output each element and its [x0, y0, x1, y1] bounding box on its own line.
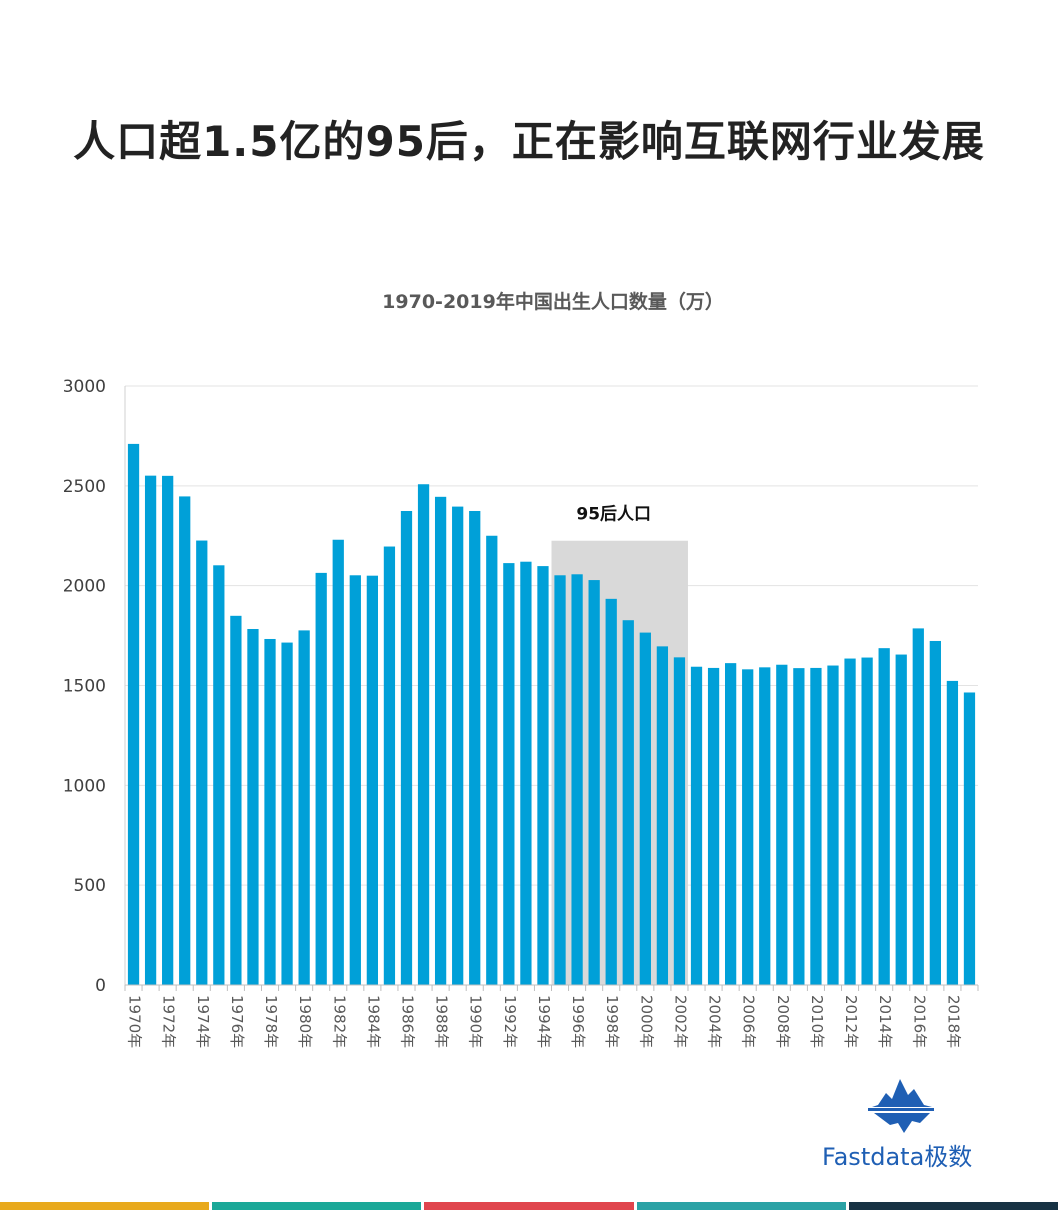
- bar-2005年: [725, 663, 737, 985]
- bar-1997年: [588, 580, 600, 985]
- bar-1980年: [298, 630, 310, 985]
- bar-1993年: [520, 561, 532, 985]
- x-tick-label: 1974年: [194, 995, 212, 1048]
- bar-1994年: [537, 566, 549, 985]
- x-tick-label: 1994年: [535, 995, 553, 1048]
- bar-1972年: [162, 475, 174, 985]
- bar-1989年: [452, 506, 464, 985]
- bar-2016年: [912, 628, 924, 985]
- bar-1981年: [315, 572, 327, 985]
- bar-1977年: [247, 628, 259, 985]
- bar-2014年: [878, 648, 890, 985]
- footer-color-segment: [848, 1202, 1058, 1210]
- bar-2011年: [827, 665, 839, 985]
- x-tick-label: 2012年: [842, 995, 860, 1048]
- bar-2000年: [639, 632, 651, 985]
- bar-1996年: [571, 574, 583, 985]
- bar-2013年: [861, 657, 873, 985]
- bar-2004年: [707, 667, 720, 985]
- y-tick-label: 1000: [63, 776, 106, 796]
- x-tick-label: 1970年: [126, 995, 144, 1048]
- bar-2002年: [673, 657, 686, 985]
- y-tick-label: 2000: [63, 577, 106, 597]
- bar-1992年: [503, 563, 515, 985]
- bar-1979年: [281, 642, 293, 985]
- bar-1982年: [332, 539, 344, 985]
- x-tick-label: 1982年: [330, 995, 348, 1048]
- bar-1973年: [179, 496, 191, 985]
- x-tick-label: 2006年: [740, 995, 758, 1048]
- x-tick-label: 1980年: [296, 995, 314, 1048]
- y-tick-label: 2500: [63, 477, 106, 497]
- bar-2010年: [810, 667, 822, 985]
- bar-2019年: [963, 692, 976, 985]
- bar-1970年: [127, 443, 140, 985]
- x-tick-label: 1984年: [364, 995, 382, 1048]
- x-tick-label: 2004年: [706, 995, 724, 1048]
- bar-2008年: [776, 664, 788, 985]
- footer-color-bar: [0, 1202, 1058, 1210]
- x-tick-label: 1996年: [569, 995, 587, 1048]
- page-headline: 人口超1.5亿的95后，正在影响互联网行业发展: [73, 117, 985, 166]
- bar-2007年: [759, 667, 771, 985]
- x-tick-label: 2016年: [910, 995, 928, 1048]
- bar-1986年: [400, 510, 413, 985]
- y-tick-label: 500: [74, 876, 106, 896]
- footer-color-segment: [0, 1202, 210, 1210]
- bar-1991年: [486, 535, 498, 985]
- bar-1998年: [605, 598, 617, 985]
- bar-2012年: [844, 658, 856, 985]
- bar-2003年: [690, 666, 703, 985]
- bar-1983年: [349, 575, 361, 985]
- chart-title: 1970-2019年中国出生人口数量（万）: [382, 290, 724, 313]
- y-tick-label: 0: [95, 976, 106, 996]
- bar-2001年: [656, 646, 669, 985]
- bar-1985年: [383, 546, 396, 985]
- footer-color-segment: [424, 1202, 634, 1210]
- x-tick-label: 1988年: [433, 995, 451, 1048]
- bar-1988年: [434, 496, 447, 985]
- x-tick-label: 1986年: [398, 995, 416, 1048]
- x-tick-label: 1992年: [501, 995, 519, 1048]
- bar-1975年: [213, 565, 225, 985]
- bar-1974年: [196, 540, 208, 985]
- x-tick-label: 1990年: [467, 995, 485, 1048]
- x-tick-label: 2002年: [671, 995, 689, 1048]
- x-tick-label: 1998年: [603, 995, 621, 1048]
- x-tick-label: 2014年: [876, 995, 894, 1048]
- bar-1999年: [622, 620, 634, 985]
- footer-color-segment: [636, 1202, 846, 1210]
- bar-1978年: [264, 638, 276, 985]
- x-tick-label: 1976年: [228, 995, 246, 1048]
- footer-color-segment: [212, 1202, 422, 1210]
- highlight-label: 95后人口: [576, 505, 651, 525]
- bar-2018年: [946, 680, 959, 985]
- x-tick-label: 1978年: [262, 995, 280, 1048]
- y-tick-label: 3000: [63, 377, 106, 397]
- y-tick-label: 1500: [63, 677, 106, 697]
- bar-2015年: [895, 654, 907, 985]
- bar-2009年: [793, 668, 805, 985]
- brand-name: Fastdata极数: [822, 1143, 973, 1171]
- x-tick-label: 2010年: [808, 995, 826, 1048]
- iceberg-icon: [868, 1079, 934, 1133]
- x-tick-label: 2018年: [944, 995, 962, 1048]
- bar-1987年: [417, 484, 430, 985]
- bar-1984年: [366, 575, 378, 985]
- x-tick-label: 1972年: [160, 995, 178, 1048]
- bar-2006年: [742, 669, 754, 985]
- x-tick-label: 2000年: [637, 995, 655, 1048]
- bar-1976年: [230, 615, 242, 985]
- bar-1990年: [469, 510, 481, 985]
- bar-2017年: [929, 640, 941, 985]
- x-tick-label: 2008年: [774, 995, 792, 1048]
- bar-1971年: [144, 475, 157, 985]
- bar-1995年: [554, 575, 566, 985]
